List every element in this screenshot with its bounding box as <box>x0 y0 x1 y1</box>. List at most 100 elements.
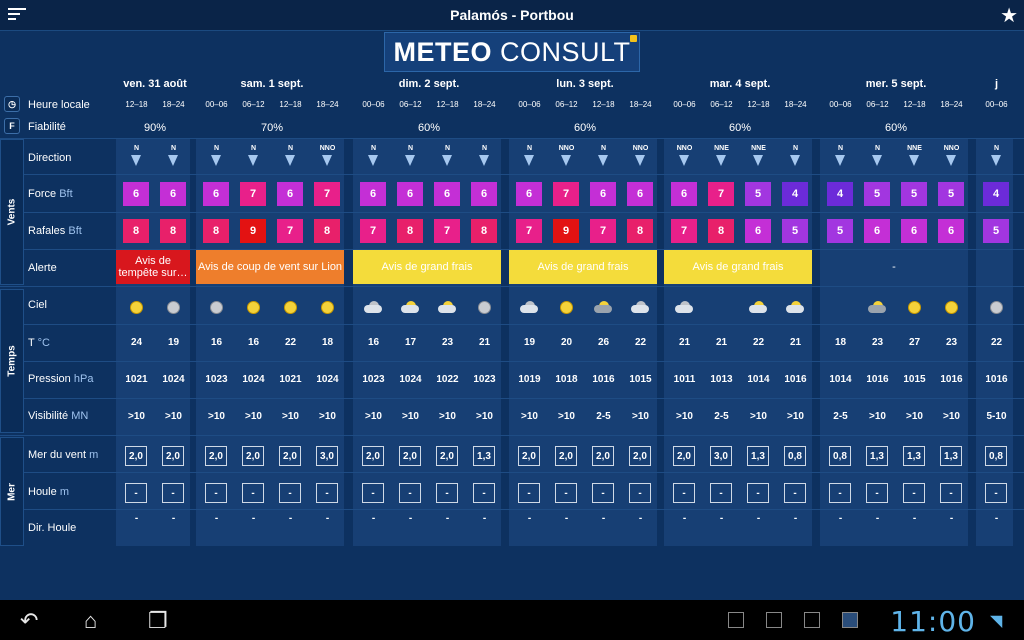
alert-banner: Avis de grand frais <box>664 250 812 284</box>
wind-gust-box: 9 <box>240 219 266 243</box>
cloud-sun-icon <box>749 301 767 313</box>
swell-height: - <box>436 483 458 503</box>
wind-force-box: 5 <box>864 182 890 206</box>
row-divider <box>0 174 1024 175</box>
sky-cell <box>585 292 622 322</box>
wind-force-box: 6 <box>160 182 186 206</box>
temperature-value: 18 <box>834 337 847 348</box>
swell-direction: - <box>445 513 450 524</box>
pressure-value: 1014 <box>747 374 770 385</box>
visibility-value: >10 <box>402 411 419 422</box>
swell-direction: - <box>527 513 532 524</box>
pressure-value: 1011 <box>673 374 696 385</box>
time-slot: 12–18 <box>279 100 302 109</box>
time-slot: 18–24 <box>316 100 339 109</box>
wind-sea-height: 0,8 <box>784 446 806 466</box>
wind-direction: NNE <box>703 145 740 175</box>
wind-direction-label: NNO <box>943 145 960 152</box>
cloud-moon-icon <box>631 301 649 313</box>
wind-direction: N <box>118 145 155 175</box>
alert-banner: Avis de grand frais <box>509 250 657 284</box>
wind-arrow-icon <box>716 155 726 166</box>
wind-gust-box: 8 <box>203 219 229 243</box>
swell-direction: - <box>756 513 761 524</box>
label-mer-du-vent: Mer du vent m <box>28 449 99 461</box>
day-column <box>116 139 190 546</box>
visibility-value: >10 <box>128 411 145 422</box>
time-slot: 00–06 <box>518 100 541 109</box>
home-icon[interactable]: ⌂ <box>84 608 98 633</box>
storm-cloud-icon <box>868 301 886 313</box>
alert-banner: Avis de coup de vent sur Lion <box>196 250 344 284</box>
wind-arrow-icon <box>285 155 295 166</box>
wind-gust-box: 8 <box>314 219 340 243</box>
wind-direction: N <box>429 145 466 175</box>
wind-gust-box: 7 <box>590 219 616 243</box>
wind-gust-box: 7 <box>277 219 303 243</box>
visibility-value: >10 <box>906 411 923 422</box>
wind-gust-box: 6 <box>901 219 927 243</box>
sky-cell <box>118 292 155 322</box>
sun-icon <box>321 301 334 314</box>
sky-cell <box>933 292 970 322</box>
menu-icon[interactable] <box>8 8 26 22</box>
sky-cell <box>896 292 933 322</box>
wind-gust-box: 8 <box>627 219 653 243</box>
wind-force-box: 6 <box>203 182 229 206</box>
wind-sea-height: 2,0 <box>518 446 540 466</box>
label-houle: Houle m <box>28 486 69 498</box>
swell-direction: - <box>601 513 606 524</box>
wind-sea-height: 2,0 <box>162 446 184 466</box>
status-clock: 11:00 <box>890 605 976 638</box>
sky-cell <box>548 292 585 322</box>
wind-sea-height: 0,8 <box>829 446 851 466</box>
temperature-value: 24 <box>130 337 143 348</box>
time-slot: 00–06 <box>362 100 385 109</box>
wind-sea-height: 3,0 <box>710 446 732 466</box>
temperature-value: 21 <box>789 337 802 348</box>
sky-cell <box>777 292 814 322</box>
wind-direction: N <box>355 145 392 175</box>
wind-direction-label: N <box>874 145 881 152</box>
wind-force-box: 6 <box>277 182 303 206</box>
temperature-value: 16 <box>210 337 223 348</box>
temperature-value: 21 <box>478 337 491 348</box>
day-column <box>664 139 812 546</box>
wind-direction: N <box>585 145 622 175</box>
alert-banner: Avis de grand frais <box>353 250 501 284</box>
wind-direction: N <box>272 145 309 175</box>
wind-force-box: 6 <box>471 182 497 206</box>
wind-gust-box: 5 <box>827 219 853 243</box>
star-icon[interactable]: ★ <box>1000 5 1018 27</box>
wind-sea-height: 3,0 <box>316 446 338 466</box>
wind-sea-height: 2,0 <box>673 446 695 466</box>
wind-gust-box: 9 <box>553 219 579 243</box>
pressure-value: 1018 <box>555 374 578 385</box>
wind-arrow-icon <box>561 155 571 166</box>
visibility-value: >10 <box>319 411 336 422</box>
swell-height: - <box>316 483 338 503</box>
logo-part1: METEO <box>393 36 492 67</box>
visibility-value: >10 <box>208 411 225 422</box>
visibility-value: 2-5 <box>714 411 729 422</box>
wind-arrow-icon <box>679 155 689 166</box>
pressure-value: 1021 <box>279 374 302 385</box>
temperature-value: 19 <box>523 337 536 348</box>
time-slot: 12–18 <box>592 100 615 109</box>
day-column <box>820 139 968 546</box>
sun-icon <box>560 301 573 314</box>
wind-sea-height: 2,0 <box>592 446 614 466</box>
cloud-moon-icon <box>520 301 538 313</box>
wind-sea-height: 0,8 <box>985 446 1007 466</box>
back-icon[interactable]: ↶ <box>20 608 39 633</box>
swell-height: - <box>125 483 147 503</box>
row-divider <box>0 361 1024 362</box>
sky-cell <box>429 292 466 322</box>
page-title: Palamós - Portbou <box>450 7 574 23</box>
swell-direction: - <box>251 513 256 524</box>
pressure-value: 1016 <box>592 374 615 385</box>
wind-direction-label: N <box>526 145 533 152</box>
recent-apps-icon[interactable]: ❐ <box>148 608 168 633</box>
visibility-value: >10 <box>869 411 886 422</box>
pressure-value: 1021 <box>125 374 148 385</box>
